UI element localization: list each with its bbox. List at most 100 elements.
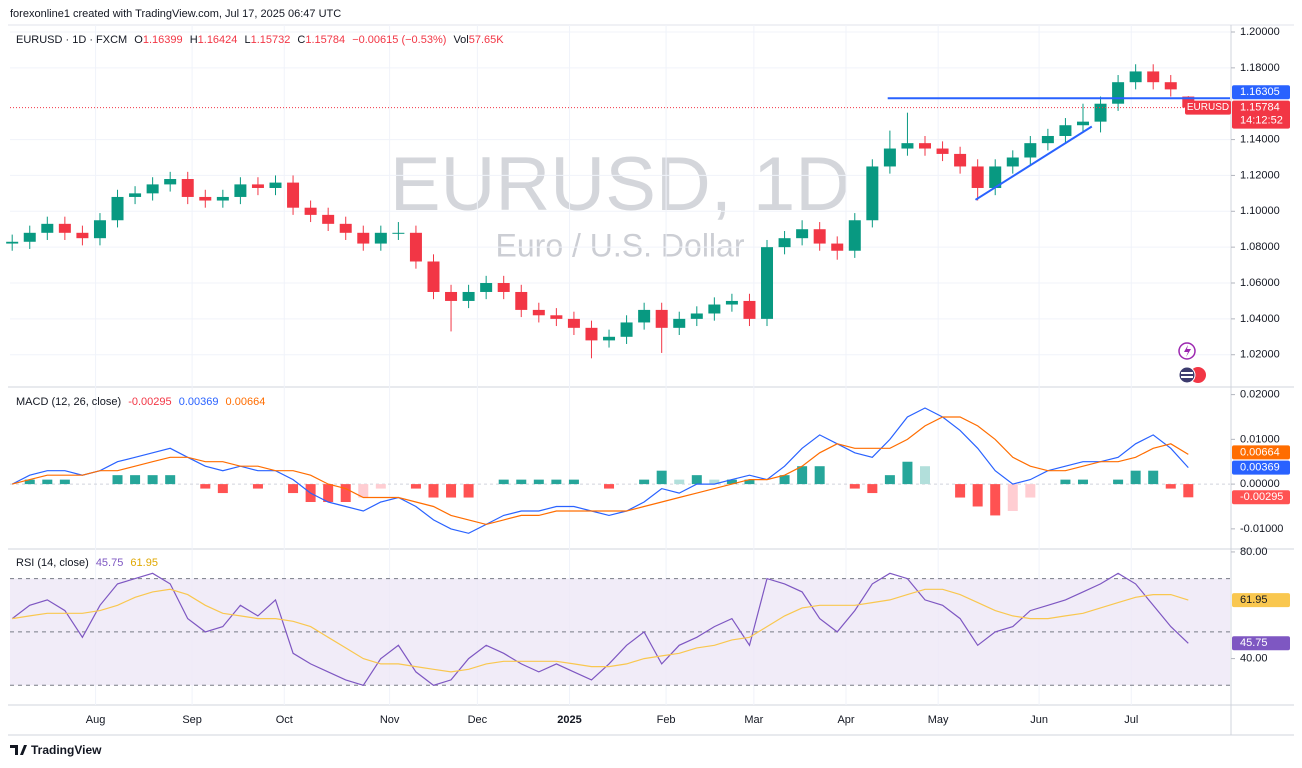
x-tick-label: Feb: [657, 714, 676, 726]
macd-line: [11, 407, 1189, 534]
candle-body: [532, 309, 545, 316]
histogram-bar: [446, 484, 457, 498]
y-tick-label: -0.01000: [1240, 523, 1283, 535]
macd-line: [12, 416, 1189, 526]
candle-body: [1094, 103, 1107, 122]
histogram-bar: [884, 475, 895, 485]
candle-body: [796, 229, 809, 239]
rsi-tag: 45.75: [1240, 637, 1268, 649]
countdown: 14:12:52: [1240, 114, 1283, 126]
flag-stripe: [1181, 376, 1193, 378]
legend-value: 1.15784: [305, 34, 345, 46]
x-tick-label: Dec: [468, 714, 488, 726]
x-tick-label: Mar: [744, 714, 763, 726]
candle-body: [129, 193, 142, 197]
candle-body: [866, 166, 879, 221]
legend-value: -0.00295: [128, 396, 171, 408]
macd-tag-bg: [1232, 445, 1290, 460]
watermark: EURUSD, 1D: [390, 142, 850, 227]
candle-body: [954, 153, 967, 167]
histogram-bar: [902, 461, 913, 485]
candle-body: [620, 322, 633, 337]
candle-body: [567, 318, 580, 328]
candle-body: [813, 229, 826, 244]
flag-stripe: [1181, 372, 1193, 374]
price-tag: 1.15784: [1240, 101, 1280, 113]
histogram-bar: [691, 475, 702, 485]
macd-tag: 0.00369: [1240, 462, 1280, 474]
histogram-bar: [726, 479, 737, 485]
candle-body: [497, 283, 510, 292]
candle-body: [550, 315, 563, 319]
candle-body: [1112, 82, 1125, 104]
candle-body: [883, 148, 896, 167]
symbol-tag: EURUSD: [1187, 102, 1229, 113]
candle-body: [93, 220, 106, 239]
y-tick-label: 40.00: [1240, 653, 1268, 665]
histogram-bar: [779, 475, 790, 485]
histogram-bar: [42, 479, 53, 485]
histogram-bar: [849, 484, 860, 489]
histogram-bar: [217, 484, 228, 494]
header: forexonline1 created with TradingView.co…: [10, 8, 341, 20]
x-tick-label: Sep: [182, 714, 202, 726]
y-tick-label: 1.06000: [1240, 277, 1280, 289]
y-tick-label: 1.04000: [1240, 313, 1280, 325]
x-tick-label: 2025: [557, 714, 581, 726]
candle-body: [427, 261, 440, 292]
x-tick-label: Aug: [86, 714, 106, 726]
symbol-tag-bg: [1185, 100, 1231, 115]
x-tick-label: Jul: [1124, 714, 1138, 726]
x-tick-label: May: [928, 714, 949, 726]
histogram-bar: [1025, 484, 1036, 498]
candle-body: [287, 182, 300, 208]
candle-body: [515, 291, 528, 310]
y-tick-label: 1.08000: [1240, 241, 1280, 253]
rsi-ma-tag: 61.95: [1240, 594, 1268, 606]
candle-body: [76, 232, 89, 239]
macd-tag: 0.00664: [1240, 446, 1280, 458]
histogram-bar: [744, 479, 755, 485]
candle-body: [989, 166, 1002, 188]
legend-label: L: [244, 34, 250, 46]
histogram-bar: [604, 484, 615, 489]
candle-body: [322, 214, 335, 224]
histogram-bar: [551, 479, 562, 485]
drawing-price-tag: 1.16305: [1240, 86, 1280, 98]
drawing-price-tag-bg: [1232, 85, 1290, 100]
y-tick-label: 1.12000: [1240, 169, 1280, 181]
symbol-title: EURUSD · 1D · FXCM: [16, 34, 127, 46]
legend-value: 0.00664: [226, 396, 266, 408]
candle-body: [146, 184, 159, 194]
legend-value: 45.75: [96, 557, 124, 569]
histogram-bar: [130, 475, 141, 485]
candle-body: [638, 309, 651, 323]
x-tick-label: Oct: [276, 714, 293, 726]
histogram-bar: [288, 484, 299, 494]
trend-line: [974, 125, 1093, 201]
histogram-bar: [1148, 470, 1159, 485]
lightning-icon: [1184, 345, 1191, 357]
icons: [1178, 342, 1206, 384]
histogram-bar: [1183, 484, 1194, 498]
histogram-bar: [639, 479, 650, 485]
y-tick-label: 1.02000: [1240, 349, 1280, 361]
rsi-line: [12, 588, 1189, 673]
candle-body: [216, 196, 229, 201]
rsi-title: RSI (14, close): [16, 557, 89, 569]
legend-change: −0.00615 (−0.53%): [352, 34, 446, 46]
legend-value: 57.65K: [469, 34, 505, 46]
candle-body: [181, 179, 194, 197]
legend-value: 1.16399: [143, 34, 183, 46]
candle-body: [655, 309, 668, 328]
candle-body: [445, 291, 458, 301]
candle-body: [357, 232, 370, 244]
candle-body: [603, 336, 616, 341]
histogram-bar: [340, 484, 351, 503]
y-tick-label: 0.00000: [1240, 478, 1280, 490]
price-tag-bg: [1232, 100, 1290, 129]
histogram-bar: [797, 466, 808, 485]
histogram-bar: [358, 484, 369, 498]
